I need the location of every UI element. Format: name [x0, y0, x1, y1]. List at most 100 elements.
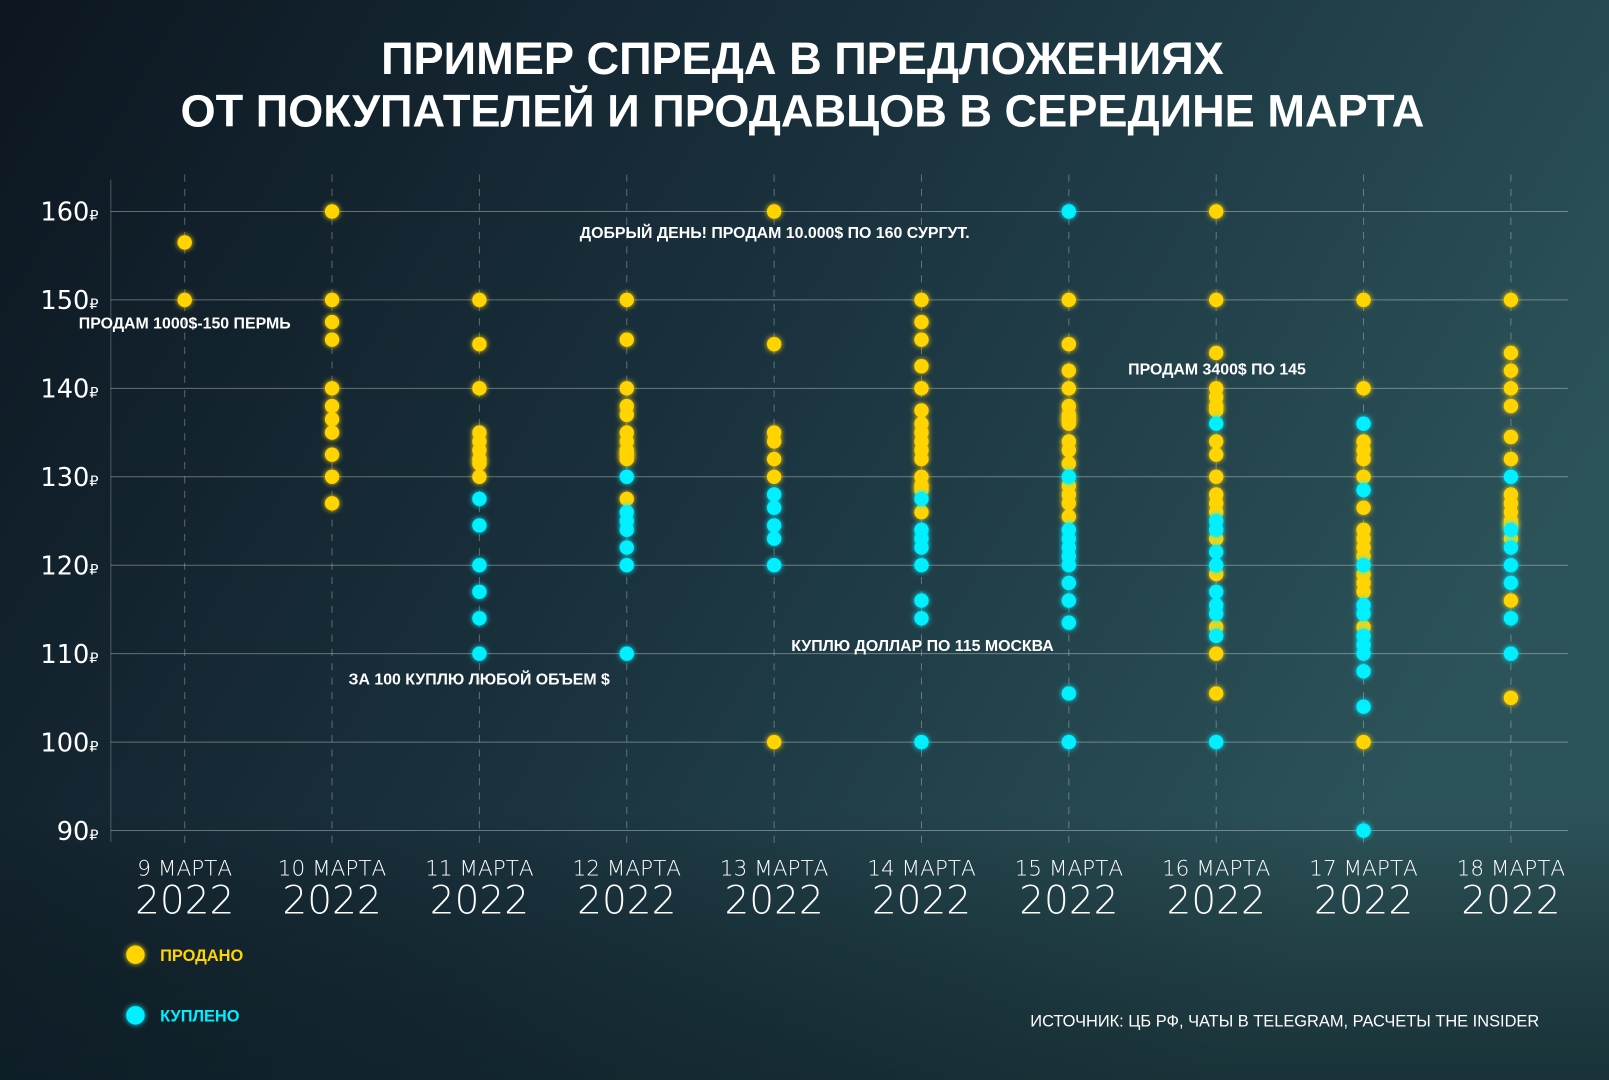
annotation: ПРОДАМ 1000$-150 ПЕРМЬ: [79, 316, 291, 333]
point-bought: [1209, 734, 1224, 750]
legend-label-sold: ПРОДАНО: [160, 947, 243, 965]
point-bought: [1356, 646, 1371, 661]
point-sold: [1503, 690, 1519, 706]
point-sold: [1503, 345, 1519, 361]
point-sold: [1061, 416, 1077, 431]
point-bought: [1356, 699, 1371, 714]
point-sold: [1209, 403, 1224, 418]
point-sold: [1209, 686, 1224, 701]
source-note: ИСТОЧНИК: ЦБ РФ, ЧАТЫ В TELEGRAM, РАСЧЕТ…: [1030, 1013, 1539, 1031]
point-sold: [1356, 381, 1371, 396]
point-sold: [1356, 500, 1371, 515]
point-sold: [1061, 456, 1077, 471]
point-sold: [1503, 381, 1519, 396]
point-sold: [914, 381, 929, 396]
point-bought: [619, 558, 634, 573]
point-bought: [766, 500, 782, 515]
legend-marker-sold: [126, 945, 145, 964]
point-sold: [1356, 584, 1371, 599]
point-sold: [619, 407, 634, 423]
x-tick-day: 18 МАРТА: [1457, 857, 1566, 882]
point-sold: [1503, 593, 1519, 608]
point-sold: [766, 434, 782, 449]
point-sold: [1209, 204, 1224, 219]
point-sold: [914, 451, 929, 467]
point-bought: [1503, 646, 1519, 661]
point-sold: [1356, 734, 1371, 750]
point-sold: [914, 403, 929, 418]
point-bought: [1061, 204, 1077, 219]
x-tick-day: 15 МАРТА: [1015, 857, 1124, 882]
point-sold: [619, 491, 634, 507]
point-sold: [766, 451, 782, 467]
point-bought: [1356, 664, 1371, 679]
point-bought: [1503, 522, 1519, 538]
x-tick-day: 9 МАРТА: [137, 857, 232, 882]
point-bought: [1356, 823, 1371, 838]
y-tick-label: 160₽: [40, 198, 98, 228]
point-bought: [766, 558, 782, 573]
point-bought: [472, 491, 487, 507]
point-bought: [914, 491, 929, 507]
x-tick-year: 2022: [135, 879, 234, 924]
point-sold: [177, 292, 192, 308]
point-bought: [1061, 575, 1077, 591]
point-sold: [766, 734, 782, 750]
x-tick-year: 2022: [577, 879, 676, 924]
point-sold: [766, 469, 782, 484]
point-bought: [1356, 558, 1371, 573]
point-sold: [324, 314, 340, 330]
x-tick-year: 2022: [1461, 879, 1560, 924]
point-sold: [1356, 469, 1371, 484]
point-sold: [766, 336, 782, 352]
point-sold: [619, 451, 634, 467]
x-tick-day: 12 МАРТА: [573, 857, 682, 882]
legend: ПРОДАНО КУПЛЕНО: [126, 945, 244, 1025]
point-bought: [1209, 522, 1224, 538]
annotation: ЗА 100 КУПЛЮ ЛЮБОЙ ОБЪЕМ $: [349, 670, 610, 689]
point-bought: [1503, 558, 1519, 573]
point-bought: [914, 734, 929, 750]
point-sold: [1503, 398, 1519, 414]
x-tick-day: 10 МАРТА: [278, 857, 387, 882]
y-tick-label: 140₽: [40, 375, 98, 405]
legend-marker-bought: [126, 1006, 145, 1025]
point-bought: [1209, 416, 1224, 431]
point-sold: [1209, 469, 1224, 484]
point-sold: [324, 332, 340, 347]
point-bought: [1356, 606, 1371, 622]
point-bought: [914, 558, 929, 573]
point-bought: [1503, 575, 1519, 591]
point-sold: [1503, 429, 1519, 445]
y-tick-label: 110₽: [40, 640, 98, 670]
annotations: ПРОДАМ 1000$-150 ПЕРМЬ ДОБРЫЙ ДЕНЬ! ПРОДА…: [79, 223, 1306, 689]
point-sold: [472, 469, 487, 484]
point-sold: [177, 235, 192, 250]
point-sold: [324, 381, 340, 396]
point-bought: [619, 540, 634, 555]
point-bought: [619, 646, 634, 661]
point-bought: [1061, 558, 1077, 573]
point-bought: [472, 646, 487, 661]
point-sold: [1061, 363, 1077, 378]
point-sold: [1356, 451, 1371, 467]
point-bought: [1209, 584, 1224, 599]
point-sold: [1061, 509, 1077, 524]
x-tick-year: 2022: [1019, 879, 1118, 924]
point-sold: [1061, 336, 1077, 352]
point-sold: [1061, 496, 1077, 511]
point-sold: [472, 456, 487, 471]
point-bought: [1209, 606, 1224, 622]
point-sold: [324, 204, 340, 219]
point-bought: [1503, 469, 1519, 484]
point-bought: [619, 469, 634, 484]
y-tick-label: 100₽: [40, 728, 98, 758]
x-tick-day: 17 МАРТА: [1309, 857, 1418, 882]
point-sold: [1503, 451, 1519, 467]
point-sold: [324, 447, 340, 462]
point-bought: [1061, 615, 1077, 630]
point-sold: [1503, 363, 1519, 378]
